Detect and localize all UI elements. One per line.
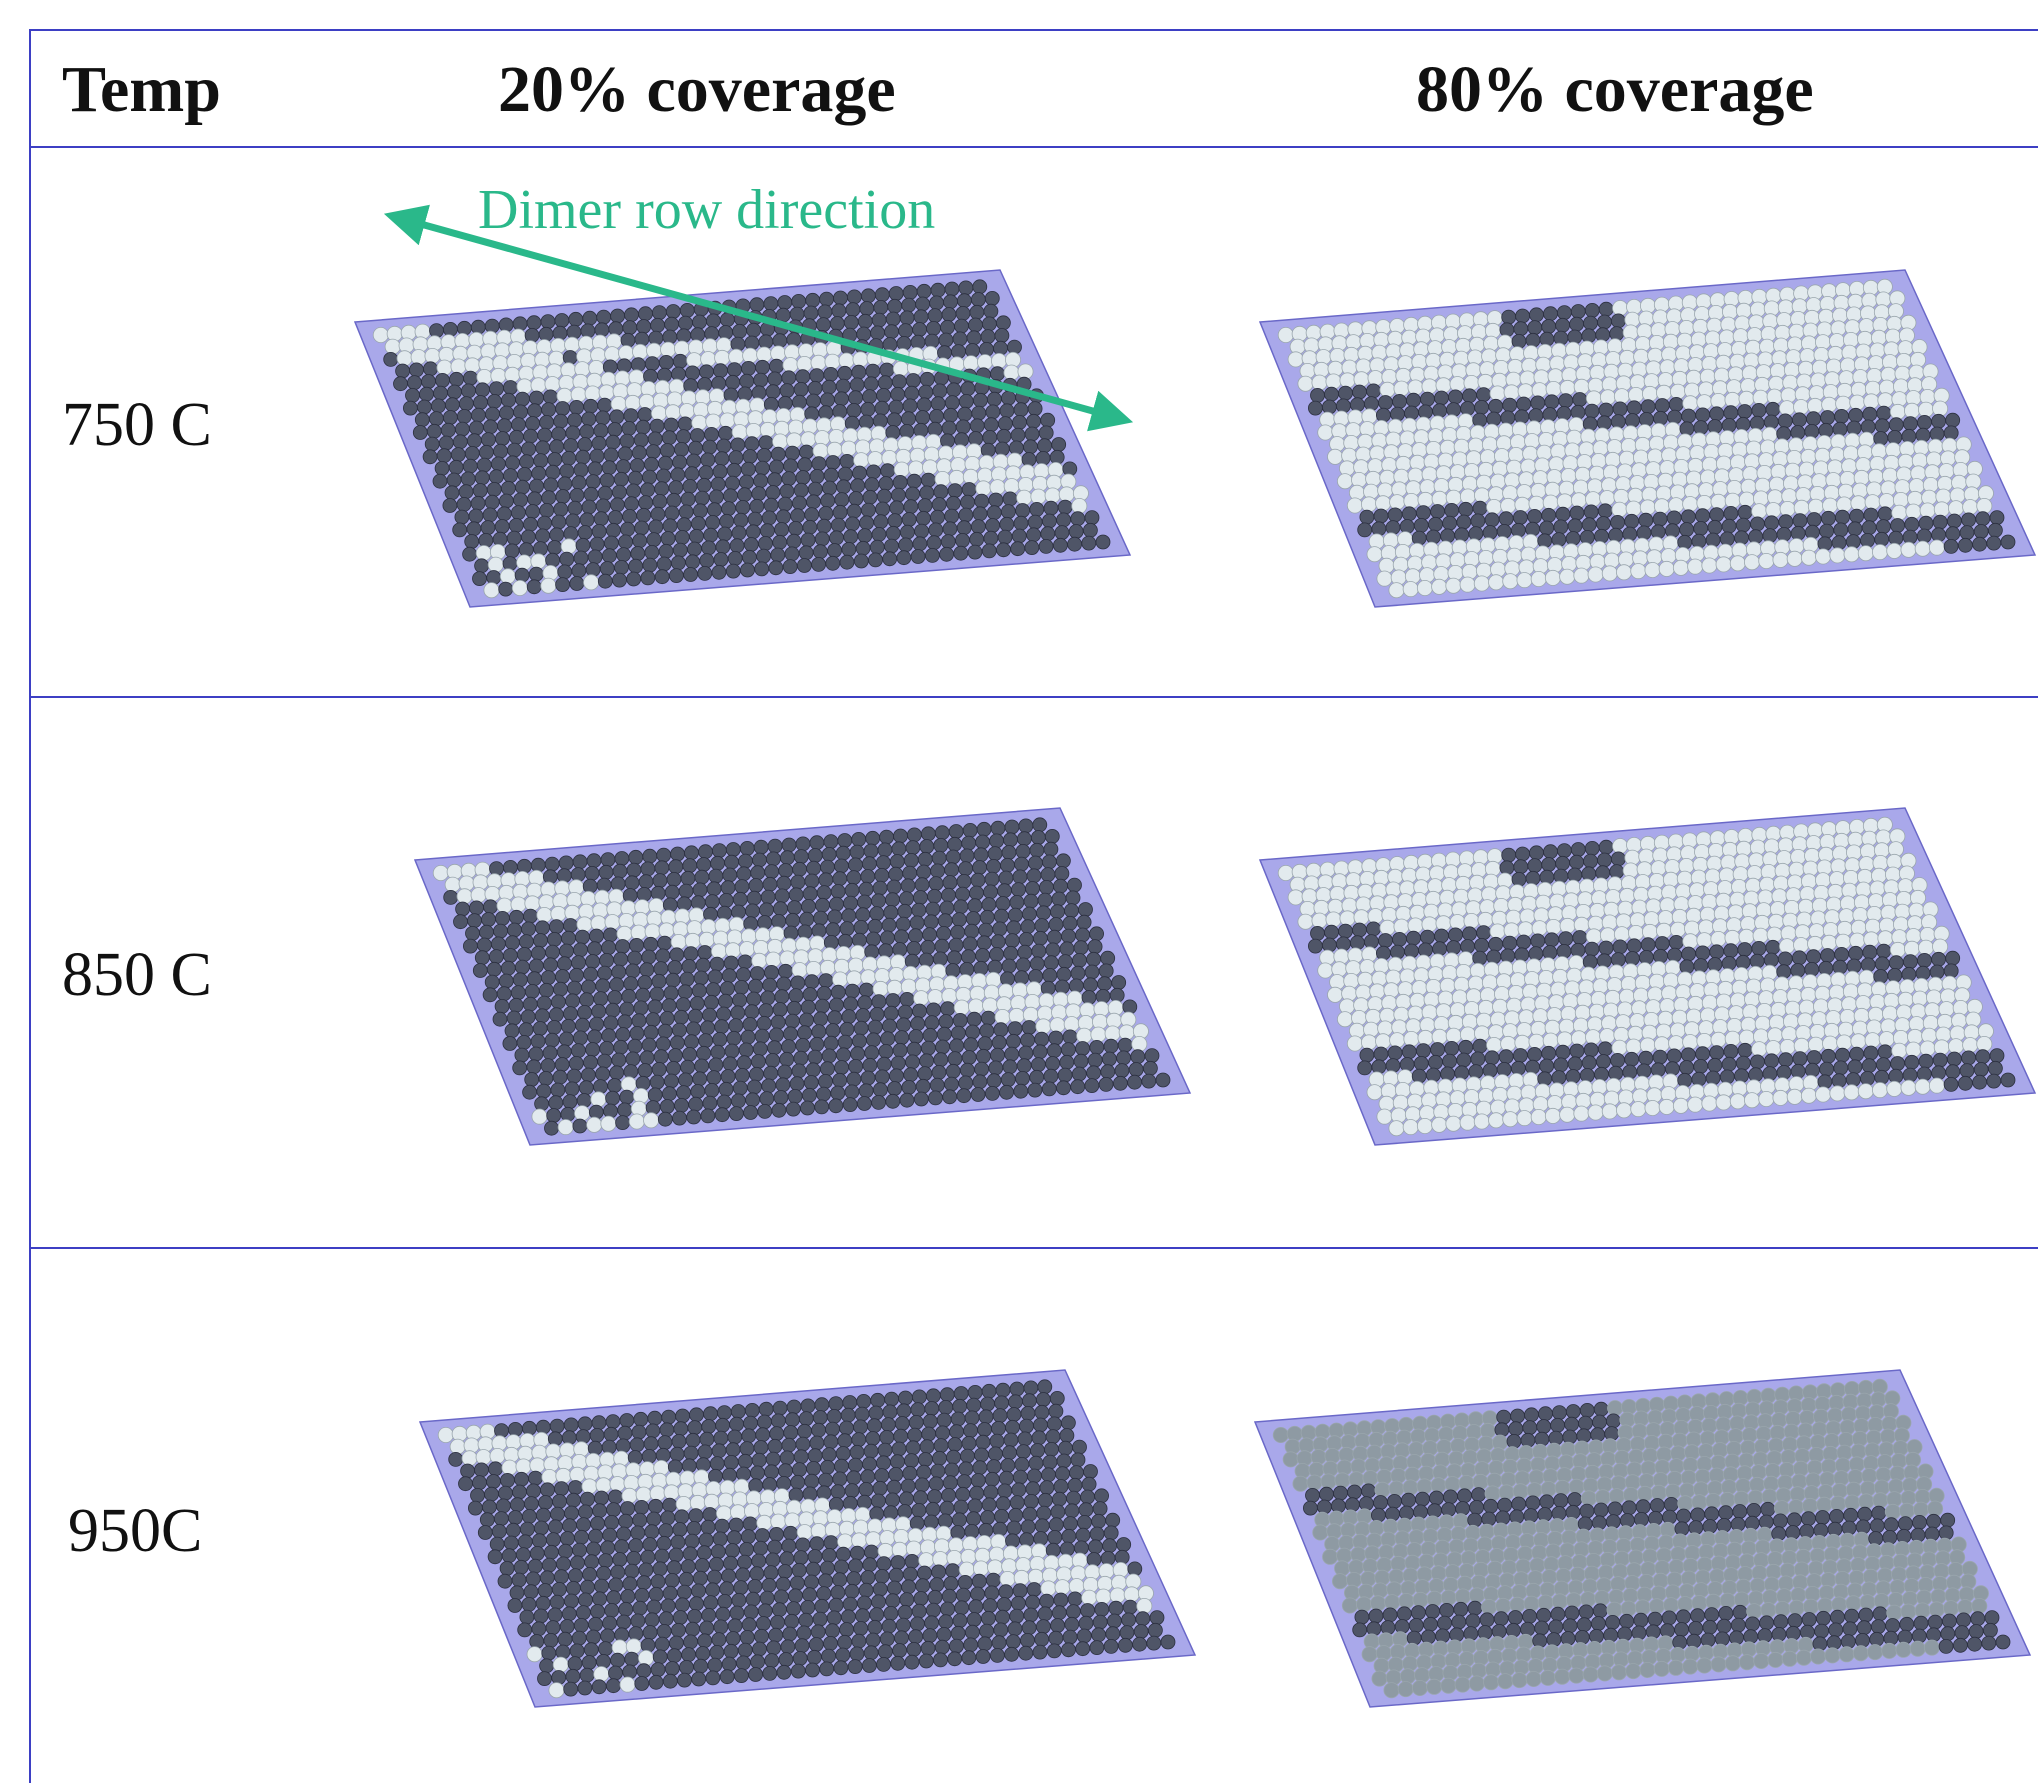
atom-lattice <box>1278 817 2015 1136</box>
surface-950c-20pct <box>415 1362 1205 1712</box>
atom-lattice <box>1273 1379 2010 1698</box>
surface-950c-80pct <box>1250 1362 2038 1712</box>
row-label-950: 950C <box>68 1496 202 1567</box>
row-label-850: 850 C <box>62 940 212 1011</box>
surface-850c-20pct <box>410 800 1200 1150</box>
atom-lattice <box>373 280 1110 598</box>
header-20-coverage: 20% coverage <box>498 52 896 128</box>
surface-750c-80pct <box>1255 262 2038 612</box>
header-80-coverage: 80% coverage <box>1416 52 1814 128</box>
header-temp: Temp <box>62 52 221 128</box>
row-label-750: 750 C <box>62 390 212 461</box>
header-bottom-border <box>30 146 2038 148</box>
table-top-border <box>30 29 2038 31</box>
atom-lattice <box>438 1380 1175 1698</box>
surface-850c-80pct <box>1255 800 2038 1150</box>
atom-lattice <box>1278 279 2015 598</box>
table-left-border <box>29 29 31 1783</box>
atom-lattice <box>433 818 1170 1135</box>
row-divider-2 <box>30 1247 2038 1249</box>
dimer-row-direction-label: Dimer row direction <box>478 178 935 242</box>
row-divider-1 <box>30 696 2038 698</box>
surface-750c-20pct <box>350 262 1140 612</box>
